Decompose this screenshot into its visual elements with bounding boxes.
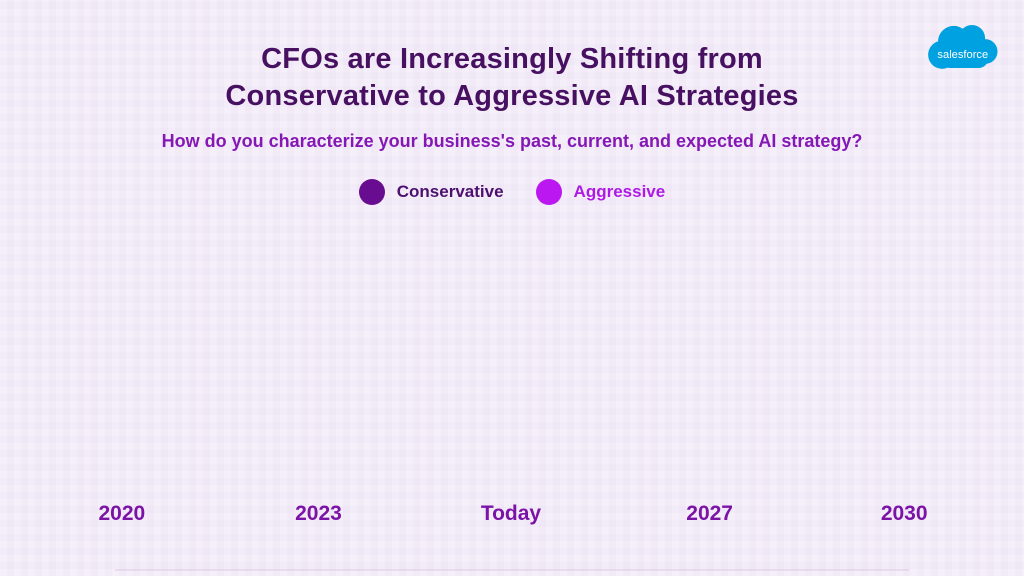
x-axis: 2020 2023 Today 2027 2030	[0, 502, 1024, 532]
x-tick-2020: 2020	[98, 502, 146, 525]
legend-item-aggressive: Aggressive	[535, 179, 666, 205]
salesforce-logo: salesforce	[924, 20, 1000, 78]
chart-legend: Conservative Aggressive	[0, 179, 1024, 205]
chart-title-line1: CFOs are Increasingly Shifting from	[261, 43, 763, 75]
salesforce-logo-text: salesforce	[937, 49, 988, 61]
legend-label-conservative: Conservative	[396, 182, 504, 201]
chart-subtitle: How do you characterize your business's …	[161, 131, 863, 151]
chart-title-line2: Conservative to Aggressive AI Strategies	[225, 80, 799, 112]
x-tick-2027: 2027	[686, 502, 733, 525]
aggressive-dot-icon	[535, 179, 562, 205]
x-tick-2023: 2023	[295, 502, 342, 525]
x-tick-today: Today	[480, 502, 542, 525]
salesforce-cloud-icon: salesforce	[928, 25, 998, 69]
chart-title: CFOs are Increasingly Shifting from Cons…	[0, 41, 1024, 115]
legend-item-conservative: Conservative	[358, 179, 504, 205]
chart-baseline	[115, 569, 909, 571]
legend-label-aggressive: Aggressive	[573, 182, 666, 201]
plot-area	[115, 220, 909, 500]
conservative-dot-icon	[358, 179, 385, 205]
x-tick-2030: 2030	[880, 502, 928, 525]
